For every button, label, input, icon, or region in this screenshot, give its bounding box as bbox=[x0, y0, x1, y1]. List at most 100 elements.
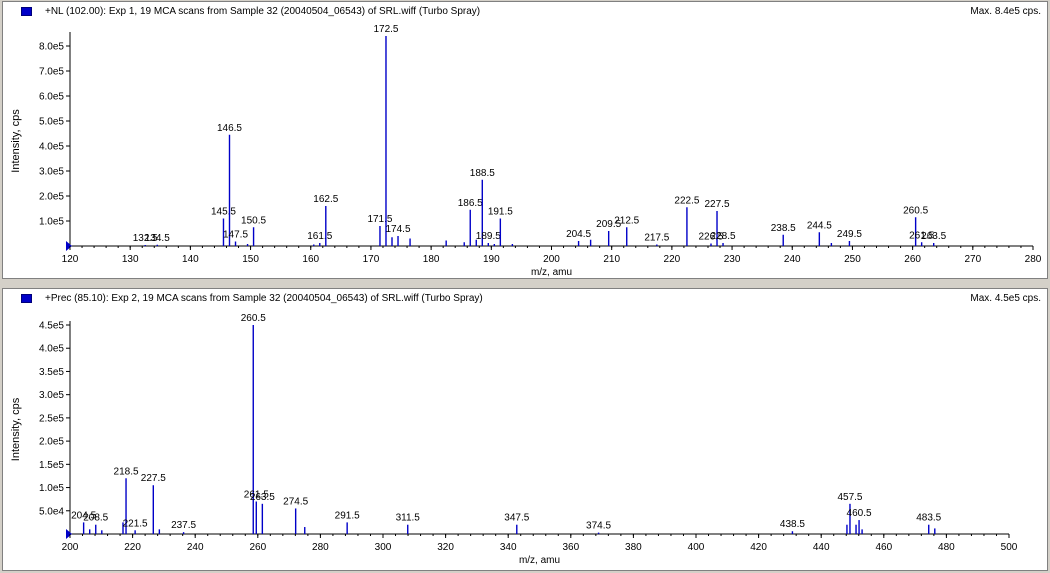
peak-label: 263.5 bbox=[250, 492, 275, 503]
origin-marker-icon bbox=[66, 241, 72, 251]
legend-swatch-icon[interactable] bbox=[21, 7, 32, 16]
y-tick-label: 1.0e5 bbox=[39, 483, 64, 494]
y-axis-label: Intensity, cps bbox=[10, 397, 22, 461]
peak-label: 438.5 bbox=[780, 519, 805, 530]
x-axis-label: m/z, amu bbox=[531, 267, 572, 278]
peak-label: 204.5 bbox=[566, 229, 591, 240]
peak-label: 237.5 bbox=[171, 520, 196, 531]
peak-label: 146.5 bbox=[217, 123, 242, 134]
peak-label: 161.5 bbox=[307, 231, 332, 242]
y-tick-label: 6.0e5 bbox=[39, 92, 64, 103]
peak-label: 204.5 bbox=[71, 510, 96, 521]
spectrum-chart-1[interactable]: 120 130 140 150 160 170 180 190 200 210 220 230 240 2… bbox=[3, 2, 1047, 278]
peak-label: 222.5 bbox=[674, 195, 699, 206]
peak-label: 174.5 bbox=[386, 224, 411, 235]
panel-header: +NL (102.00): Exp 1, 19 MCA scans from S… bbox=[3, 2, 1047, 20]
x-tick-label: 270 bbox=[964, 254, 981, 265]
x-tick-label: 120 bbox=[62, 254, 79, 265]
x-tick-label: 480 bbox=[938, 542, 955, 553]
peak-label: 227.5 bbox=[141, 473, 166, 484]
peak-label: 460.5 bbox=[847, 508, 872, 519]
max-intensity: Max. 8.4e5 cps. bbox=[970, 6, 1041, 17]
peak-label: 186.5 bbox=[458, 198, 483, 209]
peak-label: 217.5 bbox=[644, 233, 669, 244]
x-tick-label: 170 bbox=[363, 254, 380, 265]
x-tick-label: 320 bbox=[437, 542, 454, 553]
peak-label: 261.5 bbox=[909, 230, 934, 241]
panel-title: +Prec (85.10): Exp 2, 19 MCA scans from … bbox=[45, 293, 483, 304]
peak-label: 189.5 bbox=[476, 231, 501, 242]
x-tick-label: 220 bbox=[124, 542, 141, 553]
peak-label: 191.5 bbox=[488, 207, 513, 218]
peak-label: 374.5 bbox=[586, 521, 611, 532]
y-tick-label: 1.0e5 bbox=[39, 217, 64, 228]
x-tick-label: 220 bbox=[664, 254, 681, 265]
peak-label: 171.5 bbox=[367, 214, 392, 225]
spectrum-chart-2[interactable]: 200 220 240 260 280 300 320 340 360 380 400 420 440 4… bbox=[3, 289, 1047, 570]
y-tick-label: 4.0e5 bbox=[39, 344, 64, 355]
peak-label: 260.5 bbox=[903, 205, 928, 216]
x-tick-label: 340 bbox=[500, 542, 517, 553]
peak-label: 150.5 bbox=[241, 215, 266, 226]
peak-label: 291.5 bbox=[335, 510, 360, 521]
max-intensity: Max. 4.5e5 cps. bbox=[970, 293, 1041, 304]
peak-label: 457.5 bbox=[837, 492, 862, 503]
y-tick-label: 3.5e5 bbox=[39, 367, 64, 378]
y-tick-label: 5.0e5 bbox=[39, 117, 64, 128]
peak-label: 347.5 bbox=[504, 513, 529, 524]
x-tick-label: 230 bbox=[724, 254, 741, 265]
x-tick-label: 130 bbox=[122, 254, 139, 265]
peak-label: 208.5 bbox=[83, 513, 108, 524]
peak-label: 228.5 bbox=[711, 231, 736, 242]
peak-label: 263.5 bbox=[921, 231, 946, 242]
y-tick-label: 2.5e5 bbox=[39, 413, 64, 424]
peak-label: 260.5 bbox=[241, 313, 266, 324]
peak-label: 134.5 bbox=[145, 233, 170, 244]
peak-label: 261.5 bbox=[244, 489, 269, 500]
peak-label: 274.5 bbox=[283, 496, 308, 507]
peak-label: 226.5 bbox=[698, 232, 723, 243]
x-axis-label: m/z, amu bbox=[519, 555, 560, 566]
panel-separator[interactable] bbox=[0, 279, 1050, 287]
peak-label: 238.5 bbox=[771, 223, 796, 234]
legend-swatch-icon[interactable] bbox=[21, 294, 32, 303]
y-tick-label: 2.0e5 bbox=[39, 437, 64, 448]
x-tick-label: 200 bbox=[543, 254, 560, 265]
y-tick-label: 3.0e5 bbox=[39, 390, 64, 401]
panel-header: +Prec (85.10): Exp 2, 19 MCA scans from … bbox=[3, 289, 1047, 307]
x-tick-label: 210 bbox=[603, 254, 620, 265]
peak-label: 311.5 bbox=[396, 513, 421, 524]
x-tick-label: 500 bbox=[1001, 542, 1018, 553]
spectrum-panel-1: +NL (102.00): Exp 1, 19 MCA scans from S… bbox=[2, 1, 1048, 279]
x-tick-label: 300 bbox=[375, 542, 392, 553]
x-tick-label: 280 bbox=[1025, 254, 1042, 265]
peak-label: 147.5 bbox=[223, 230, 248, 241]
x-tick-label: 240 bbox=[784, 254, 801, 265]
x-tick-label: 200 bbox=[62, 542, 79, 553]
spectrum-panel-2: +Prec (85.10): Exp 2, 19 MCA scans from … bbox=[2, 288, 1048, 571]
peak-label: 172.5 bbox=[373, 24, 398, 35]
x-tick-label: 190 bbox=[483, 254, 500, 265]
x-tick-label: 440 bbox=[813, 542, 830, 553]
x-tick-label: 260 bbox=[904, 254, 921, 265]
x-tick-label: 380 bbox=[625, 542, 642, 553]
panel-title: +NL (102.00): Exp 1, 19 MCA scans from S… bbox=[45, 6, 481, 17]
x-tick-label: 260 bbox=[249, 542, 266, 553]
peak-label: 218.5 bbox=[114, 466, 139, 477]
peak-label: 209.5 bbox=[596, 219, 621, 230]
y-tick-label: 8.0e5 bbox=[39, 42, 64, 53]
y-tick-label: 4.0e5 bbox=[39, 142, 64, 153]
peak-label: 221.5 bbox=[123, 518, 148, 529]
peak-label: 212.5 bbox=[614, 215, 639, 226]
y-axis-label: Intensity, cps bbox=[10, 109, 22, 173]
x-tick-label: 240 bbox=[187, 542, 204, 553]
x-tick-label: 180 bbox=[423, 254, 440, 265]
x-tick-label: 150 bbox=[242, 254, 259, 265]
peak-label: 227.5 bbox=[705, 199, 730, 210]
peak-label: 162.5 bbox=[313, 194, 338, 205]
x-tick-label: 250 bbox=[844, 254, 861, 265]
peak-label: 244.5 bbox=[807, 220, 832, 231]
peak-label: 145.5 bbox=[211, 207, 236, 218]
x-tick-label: 400 bbox=[688, 542, 705, 553]
peak-label: 249.5 bbox=[837, 229, 862, 240]
